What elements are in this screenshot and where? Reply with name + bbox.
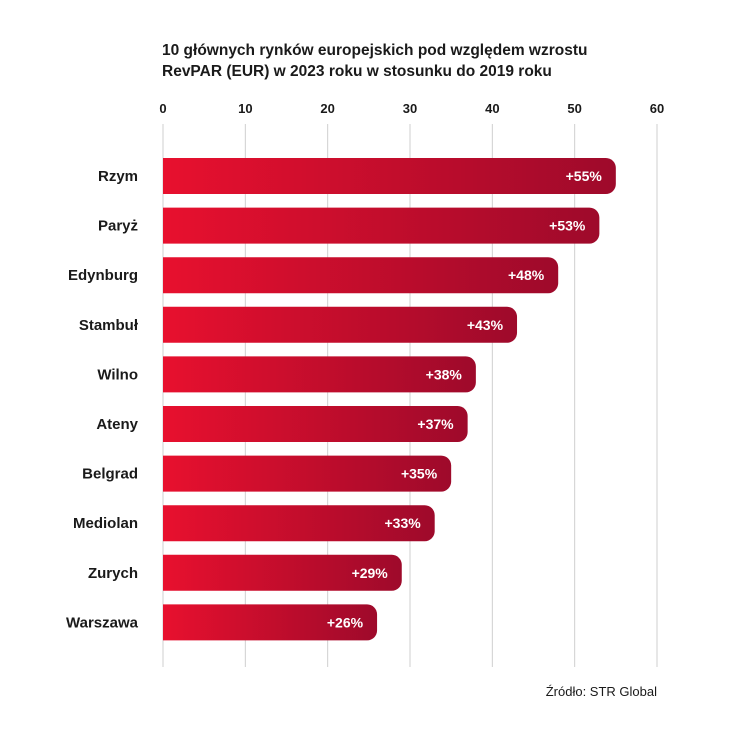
bar-8 — [163, 505, 435, 542]
bar-7 — [163, 455, 452, 492]
bar-6 — [163, 406, 468, 442]
x-tick-label-20: 20 — [320, 101, 334, 116]
data-label-4: +43% — [467, 317, 504, 333]
bar-3 — [163, 257, 559, 294]
chart-title: 10 głównych rynków europejskich pod wzgl… — [162, 40, 682, 82]
x-tick-label-10: 10 — [238, 101, 252, 116]
data-label-6: +37% — [417, 416, 454, 432]
category-label-8: Mediolan — [73, 515, 138, 532]
chart-title-line-2: RevPAR (EUR) w 2023 roku w stosunku do 2… — [162, 63, 552, 80]
bar-4 — [163, 306, 518, 343]
bar-2 — [163, 207, 600, 244]
x-tick-label-50: 50 — [567, 101, 581, 116]
source-note: Źródło: STR Global — [545, 684, 657, 699]
bars — [163, 158, 616, 641]
data-labels: +55% +53% +48% +43% +38% +37% +35% +33% +29% +26% — [327, 168, 603, 630]
category-label-1: Rzym — [98, 168, 138, 185]
chart-title-line-1: 10 głównych rynków europejskich pod wzgl… — [162, 42, 588, 59]
bar-9 — [163, 554, 402, 591]
data-label-3: +48% — [508, 267, 545, 283]
x-tick-label-0: 0 — [159, 101, 166, 116]
category-label-4: Stambuł — [79, 317, 139, 334]
category-label-3: Edynburg — [68, 267, 138, 284]
x-tick-label-60: 60 — [650, 101, 664, 116]
category-labels: Rzym Paryż Edynburg Stambuł Wilno Ateny Belgra… — [66, 168, 139, 631]
data-label-10: +26% — [327, 614, 364, 630]
bar-1 — [163, 158, 616, 194]
data-label-8: +33% — [384, 515, 421, 531]
data-label-5: +38% — [426, 366, 463, 382]
data-label-7: +35% — [401, 466, 438, 482]
bar-5 — [163, 356, 476, 393]
x-tick-label-40: 40 — [485, 101, 499, 116]
category-label-9: Zurych — [88, 565, 138, 582]
data-label-9: +29% — [352, 565, 389, 581]
data-label-1: +55% — [566, 168, 603, 184]
category-label-5: Wilno — [97, 366, 138, 383]
data-label-2: +53% — [549, 218, 586, 234]
x-axis-ticks: 0 10 20 30 40 50 60 — [159, 101, 664, 116]
category-label-6: Ateny — [96, 416, 138, 433]
category-label-2: Paryż — [98, 218, 138, 235]
category-label-10: Warszawa — [66, 614, 139, 631]
x-tick-label-30: 30 — [403, 101, 417, 116]
bar-10 — [163, 604, 378, 641]
category-label-7: Belgrad — [82, 466, 138, 483]
